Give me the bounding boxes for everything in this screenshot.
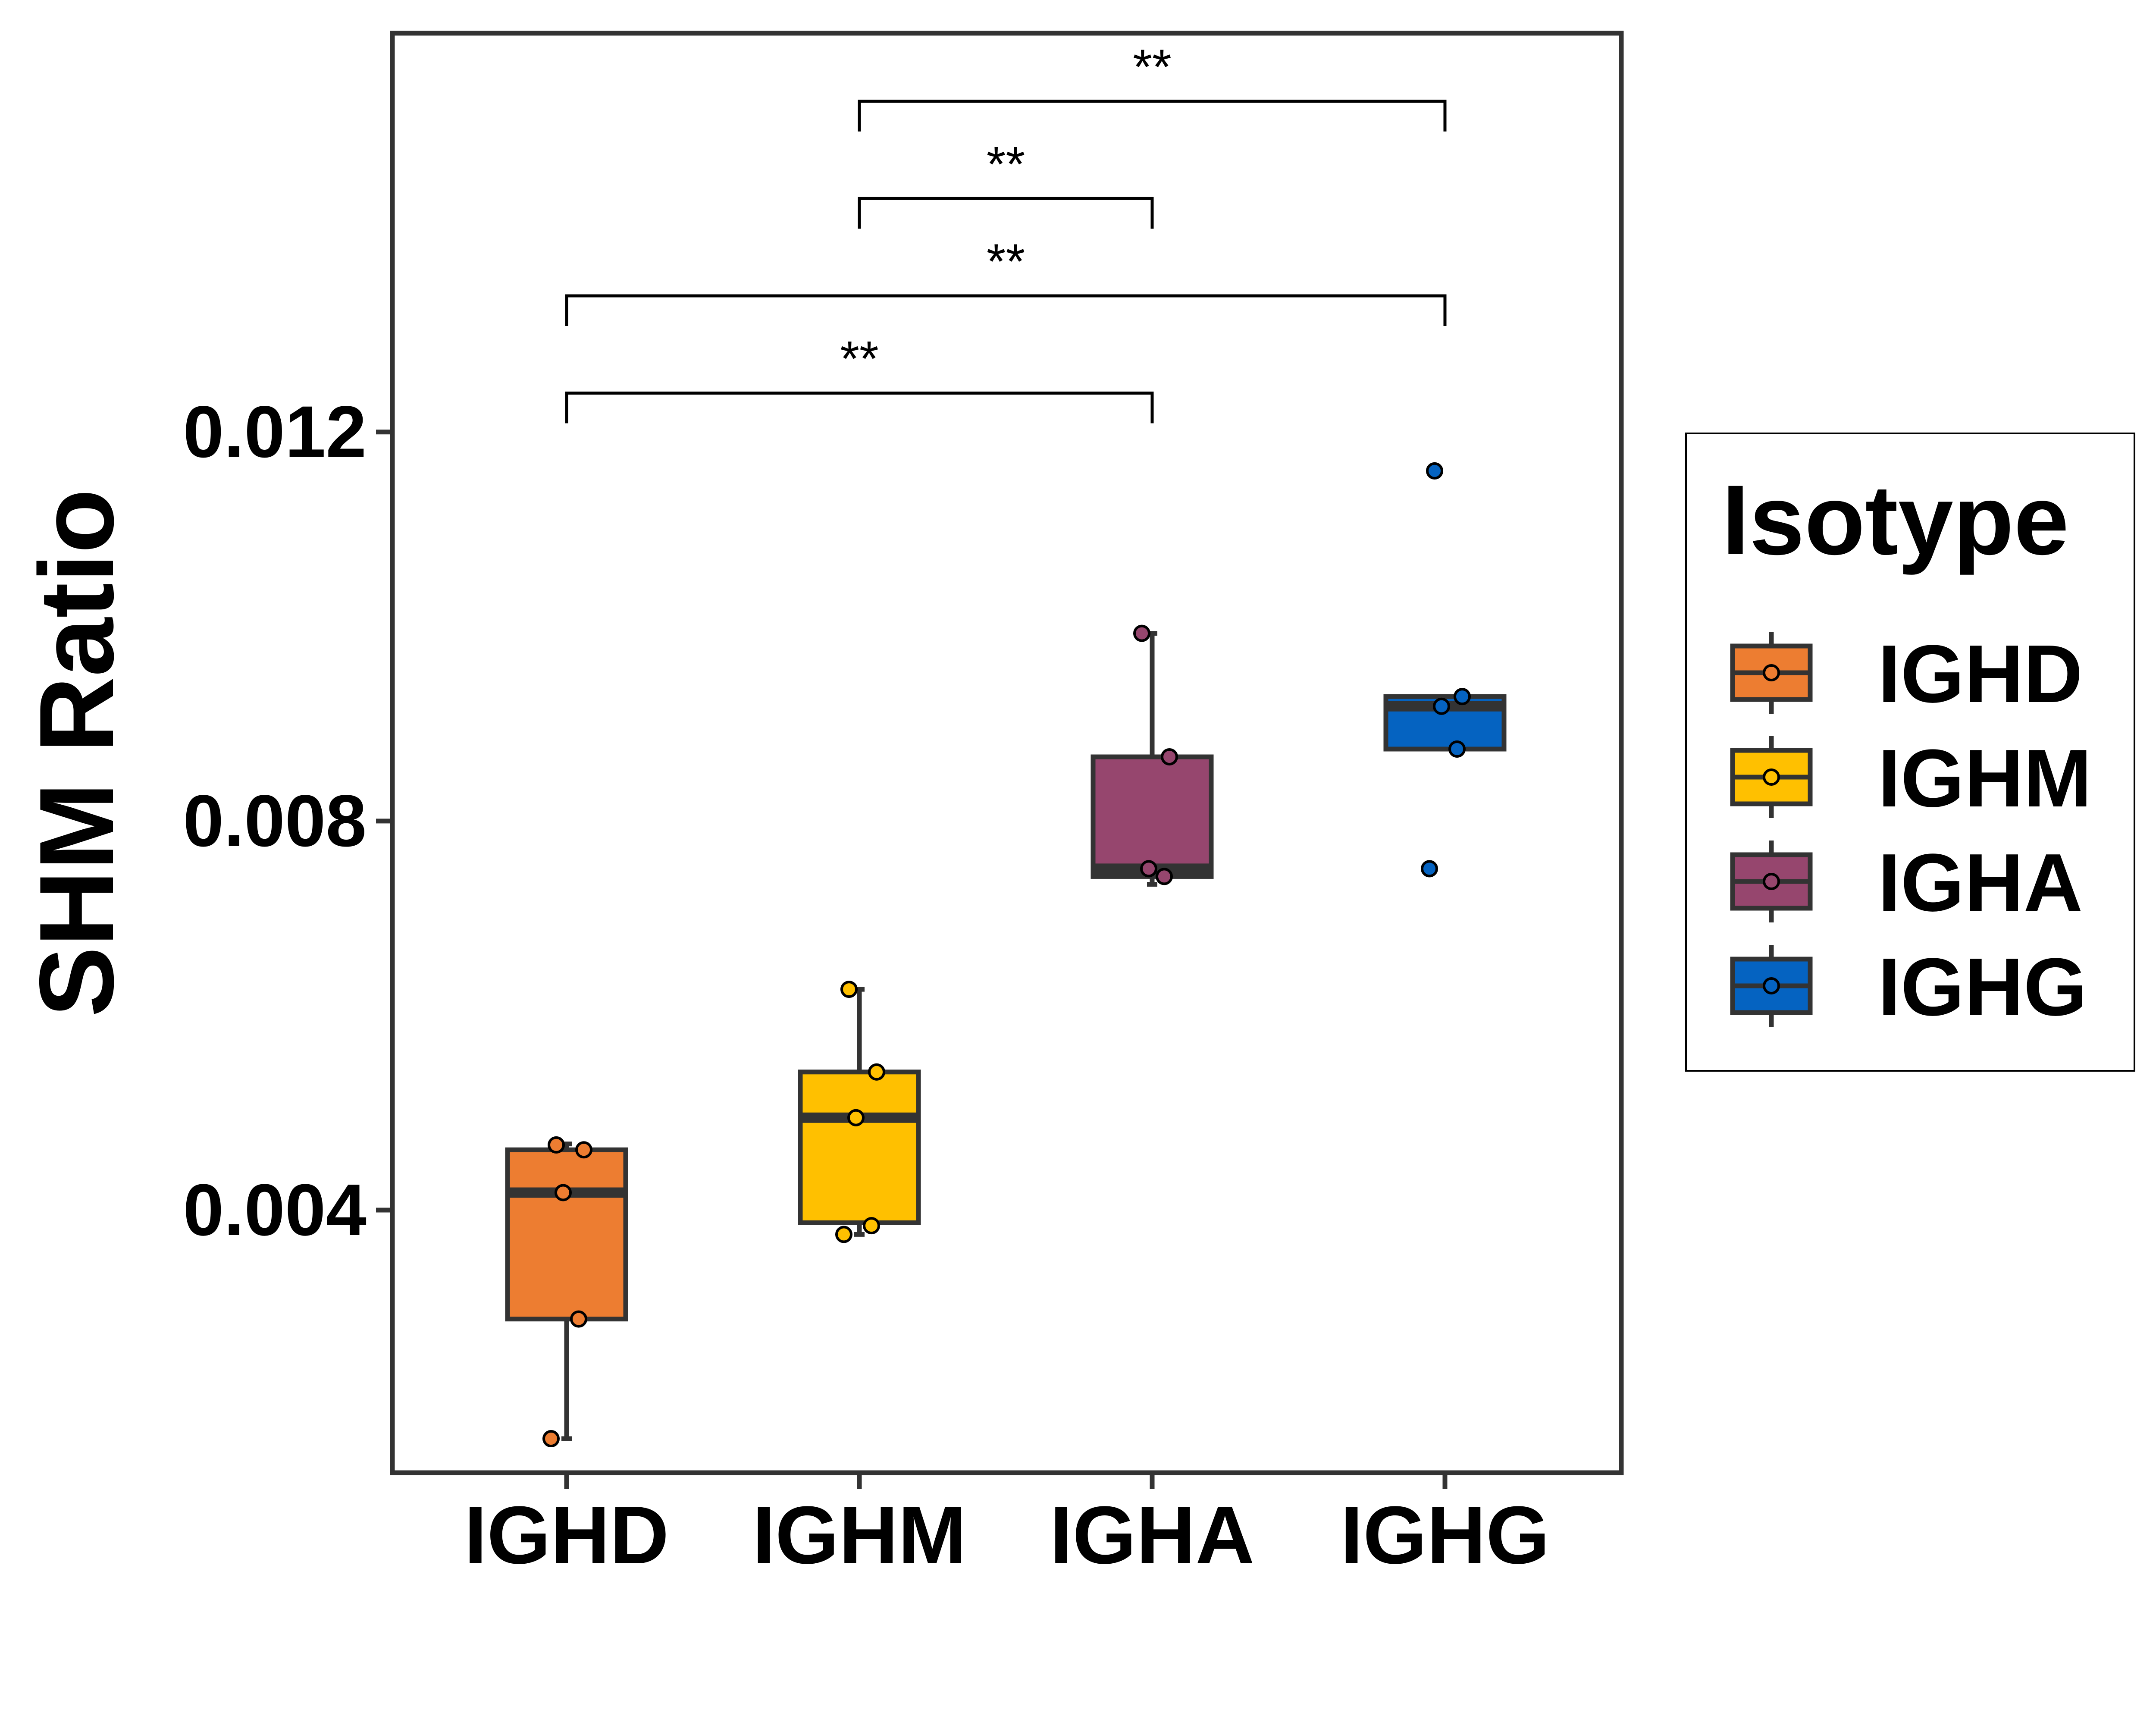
x-tick-label-igha: IGHA: [1050, 1490, 1255, 1581]
data-point-ighd: [555, 1184, 572, 1201]
x-tick-label-ighm: IGHM: [752, 1490, 966, 1581]
panel-border: [390, 31, 1624, 1475]
axes: 0.004 0.008 0.012 IGHD IGHM IGHA IGHG: [183, 391, 1550, 1581]
data-point-ighd: [575, 1141, 592, 1159]
significance-bracket-1: [858, 100, 1447, 132]
legend-label-ighm: IGHM: [1878, 733, 2092, 824]
significance-label-4: **: [840, 332, 879, 387]
data-point-ighm: [863, 1217, 880, 1235]
y-axis-title: SHM Ratio: [17, 489, 135, 1017]
legend-key-point-ighm: [1763, 768, 1780, 786]
data-point-ighg: [1426, 462, 1443, 480]
y-tick-label: 0.004: [183, 1169, 367, 1251]
legend-title: Isotype: [1722, 464, 2069, 575]
data-point-igha: [1156, 868, 1173, 885]
significance-label-3: **: [987, 234, 1025, 289]
y-tick-label: 0.008: [183, 780, 367, 862]
significance-bracket-2: [858, 197, 1154, 229]
legend-label-ighg: IGHG: [1878, 941, 2087, 1033]
legend-key-point-ighg: [1763, 977, 1780, 994]
significance-bracket-4: [565, 392, 1154, 423]
plot-area: ** ** ** **: [505, 40, 1507, 1448]
data-point-ighg: [1454, 688, 1471, 706]
data-point-ighm: [847, 1109, 865, 1126]
legend: Isotype IGHD IGHM IGHA IGHG: [1685, 433, 2135, 1072]
data-point-ighd: [548, 1136, 565, 1154]
data-point-ighd: [570, 1310, 587, 1328]
box-igha: [1091, 754, 1214, 879]
data-point-ighm: [868, 1063, 885, 1081]
data-point-ighg: [1421, 860, 1438, 878]
data-point-ighd: [542, 1430, 560, 1448]
data-point-ighg: [1448, 740, 1466, 758]
significance-label-2: **: [987, 137, 1025, 192]
data-point-ighm: [840, 981, 858, 998]
legend-key-point-igha: [1763, 873, 1780, 890]
legend-label-igha: IGHA: [1878, 837, 2083, 928]
legend-key-point-ighd: [1763, 664, 1780, 681]
x-tick-label-ighd: IGHD: [464, 1490, 669, 1581]
box-ighm: [798, 1070, 921, 1225]
box-ighd: [505, 1147, 628, 1322]
data-point-igha: [1133, 624, 1150, 642]
legend-label-ighd: IGHD: [1878, 628, 2083, 720]
data-point-ighm: [835, 1226, 852, 1243]
x-tick-label-ighg: IGHG: [1340, 1490, 1550, 1581]
data-point-igha: [1161, 748, 1178, 766]
data-point-igha: [1140, 860, 1157, 878]
significance-label-1: **: [1133, 40, 1172, 95]
data-point-ighg: [1433, 697, 1450, 715]
significance-bracket-3: [565, 294, 1447, 326]
y-tick-label: 0.012: [183, 391, 367, 473]
